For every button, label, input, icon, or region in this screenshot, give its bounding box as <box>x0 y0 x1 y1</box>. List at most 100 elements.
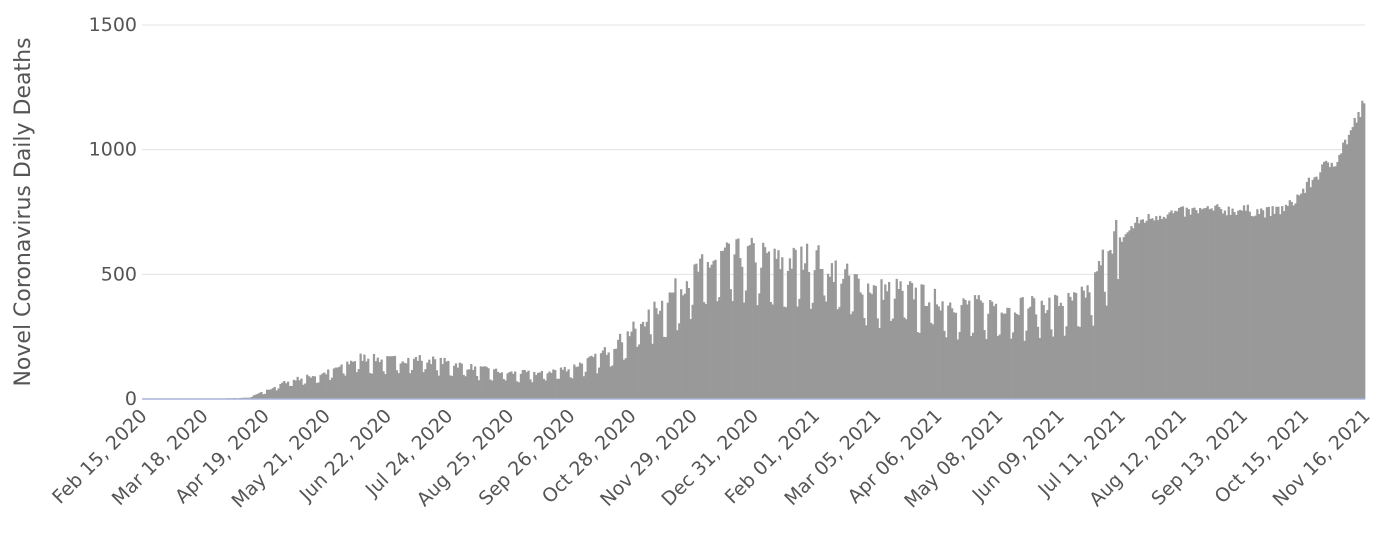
bar <box>786 270 790 399</box>
bar <box>361 360 364 399</box>
bar <box>1136 217 1139 399</box>
bar <box>735 239 738 399</box>
bar <box>430 364 433 399</box>
bar <box>1111 253 1114 399</box>
bar <box>853 274 856 399</box>
bar <box>888 281 891 399</box>
bar <box>706 262 710 399</box>
bar <box>1204 207 1207 399</box>
bar <box>1002 313 1005 399</box>
bar <box>370 373 374 399</box>
bar <box>691 304 694 399</box>
bar <box>1265 207 1269 399</box>
bar <box>1216 204 1219 399</box>
bar <box>1050 329 1053 399</box>
bar <box>1012 332 1015 399</box>
bar <box>1336 161 1339 399</box>
bar <box>292 379 295 399</box>
bar <box>395 370 399 399</box>
bar <box>973 295 977 399</box>
bar <box>281 382 284 399</box>
bar <box>819 269 822 399</box>
bar <box>775 258 778 399</box>
bar <box>453 365 456 399</box>
bar <box>699 258 702 399</box>
bar <box>332 368 336 399</box>
bar <box>302 384 305 399</box>
bar <box>300 378 303 399</box>
bar <box>1235 214 1238 399</box>
bar <box>1162 216 1166 399</box>
bar <box>250 396 254 399</box>
bar <box>1273 213 1276 399</box>
bar <box>586 358 589 399</box>
bar <box>311 376 315 399</box>
bar <box>508 372 511 399</box>
bar <box>918 332 921 399</box>
bar <box>729 289 732 399</box>
bar <box>330 377 334 399</box>
bar <box>290 385 294 399</box>
bar <box>1248 211 1251 399</box>
bar <box>344 375 347 399</box>
bar <box>655 308 658 399</box>
bar <box>287 381 290 399</box>
bar <box>1210 208 1213 399</box>
bar <box>376 357 379 399</box>
bar <box>1326 162 1330 399</box>
bar <box>796 306 799 399</box>
bar <box>1151 218 1154 399</box>
bar <box>1080 286 1083 399</box>
bar <box>1040 300 1043 399</box>
bar <box>321 373 324 399</box>
bar <box>590 355 593 399</box>
y-axis-ticks: 0 500 1000 1500 <box>89 14 137 410</box>
bar <box>830 263 834 399</box>
bar <box>414 356 418 399</box>
bar <box>939 310 942 399</box>
bar <box>1105 305 1108 399</box>
bar <box>910 283 914 399</box>
bar <box>662 336 666 399</box>
bar <box>714 259 717 399</box>
bar <box>989 300 992 399</box>
bar <box>1042 305 1045 399</box>
bar <box>317 382 320 399</box>
bar <box>1338 154 1341 399</box>
bar <box>1055 295 1059 399</box>
bar <box>962 298 965 399</box>
bar <box>353 361 357 399</box>
bar <box>1279 214 1282 399</box>
bar <box>363 354 366 399</box>
bar <box>1254 215 1257 399</box>
bar <box>815 250 818 399</box>
bar <box>1225 215 1228 399</box>
bar <box>582 376 585 399</box>
bar <box>454 363 458 399</box>
bar <box>893 298 896 399</box>
bar <box>886 291 889 399</box>
bar <box>807 272 811 399</box>
bar <box>1195 210 1198 399</box>
bar <box>382 371 385 399</box>
bar <box>550 372 553 399</box>
bar <box>1281 206 1284 399</box>
bar <box>767 251 771 399</box>
bar <box>622 359 626 399</box>
bar <box>1290 201 1293 399</box>
bar <box>666 302 669 399</box>
bar <box>977 295 980 399</box>
bar <box>657 314 660 399</box>
bar <box>960 305 963 399</box>
bar <box>992 306 996 399</box>
bar <box>258 392 261 399</box>
bar <box>773 248 776 399</box>
bar <box>422 372 425 399</box>
bar <box>1170 210 1173 399</box>
bar <box>594 353 597 399</box>
bar <box>412 358 416 399</box>
bar <box>647 309 650 399</box>
bar <box>611 365 614 399</box>
bar <box>1189 214 1192 399</box>
bar <box>727 243 730 399</box>
